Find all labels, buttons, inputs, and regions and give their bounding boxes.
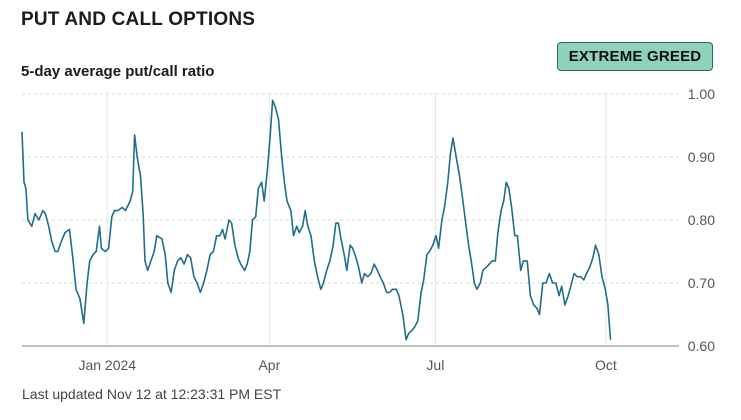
y-axis-labels: 1.00 0.90 0.80 0.70 0.60 <box>688 86 715 354</box>
y-tick-label: 0.60 <box>688 338 715 354</box>
y-tick-label: 1.00 <box>688 86 715 102</box>
y-tick-label: 0.90 <box>688 149 715 165</box>
last-updated-text: Last updated Nov 12 at 12:23:31 PM EST <box>22 386 282 402</box>
x-tick-label: Jan 2024 <box>78 357 136 373</box>
sentiment-badge: EXTREME GREED <box>557 42 713 71</box>
y-tick-label: 0.70 <box>688 275 715 291</box>
gridlines <box>22 92 679 346</box>
put-call-chart: Jan 2024 Apr Jul Oct 1.00 0.90 0.80 0.70 0.60 <box>21 86 715 373</box>
chart-subtitle: 5-day average put/call ratio <box>21 63 215 80</box>
x-tick-label: Apr <box>258 357 280 373</box>
x-tick-label: Jul <box>426 357 444 373</box>
put-call-ratio-line <box>21 99 612 341</box>
x-tick-label: Oct <box>595 357 617 373</box>
y-tick-label: 0.80 <box>688 212 715 228</box>
page-title: PUT AND CALL OPTIONS <box>21 9 256 30</box>
x-axis-ticks: Jan 2024 Apr Jul Oct <box>78 357 616 373</box>
